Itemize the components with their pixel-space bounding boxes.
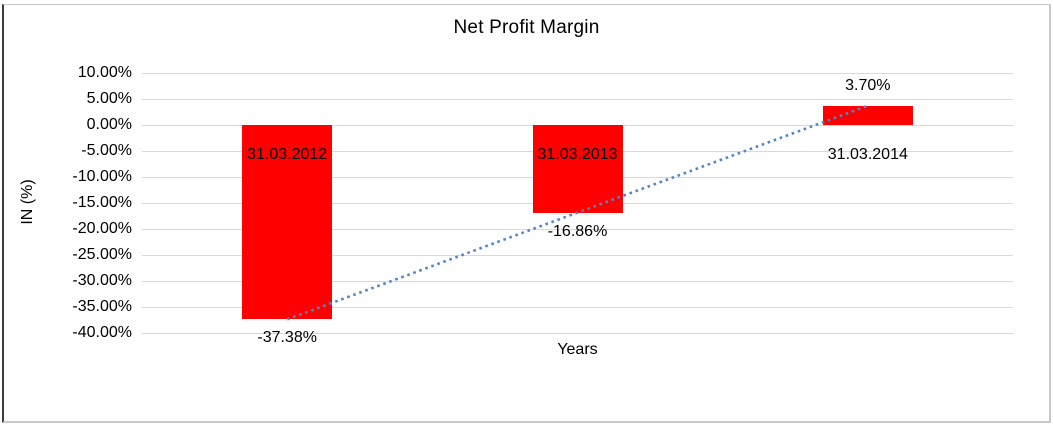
y-axis-tick-label: -20.00% xyxy=(72,220,132,237)
bar-31.03.2013 xyxy=(532,125,623,213)
category-label: 31.03.2012 xyxy=(247,146,328,163)
chart-title: Net Profit Margin xyxy=(453,17,600,38)
gridline xyxy=(142,72,1013,74)
y-axis-tick-label: -35.00% xyxy=(72,298,132,315)
y-axis-tick-label: -15.00% xyxy=(72,194,132,211)
y-axis-tick-label: 5.00% xyxy=(86,90,132,107)
y-axis-tick-label: -10.00% xyxy=(72,168,132,185)
gridline xyxy=(142,98,1013,100)
gridline xyxy=(142,332,1013,334)
y-axis-tick-label: 10.00% xyxy=(77,64,132,81)
category-label: 31.03.2014 xyxy=(827,146,908,163)
bar-data-label: -37.38% xyxy=(257,329,317,347)
y-axis-tick-label: 0.00% xyxy=(86,116,132,133)
x-axis-title: Years xyxy=(557,341,598,358)
bar-data-label: 3.70% xyxy=(845,76,891,94)
bar-31.03.2014 xyxy=(822,105,913,125)
y-axis-tick-label: -25.00% xyxy=(72,246,132,263)
category-label: 31.03.2013 xyxy=(537,146,618,163)
y-axis-tick-label: -5.00% xyxy=(81,142,132,159)
y-axis-tick-label: -40.00% xyxy=(72,324,132,341)
bar-data-label: -16.86% xyxy=(547,222,608,240)
y-axis-tick-label: -30.00% xyxy=(72,272,132,289)
